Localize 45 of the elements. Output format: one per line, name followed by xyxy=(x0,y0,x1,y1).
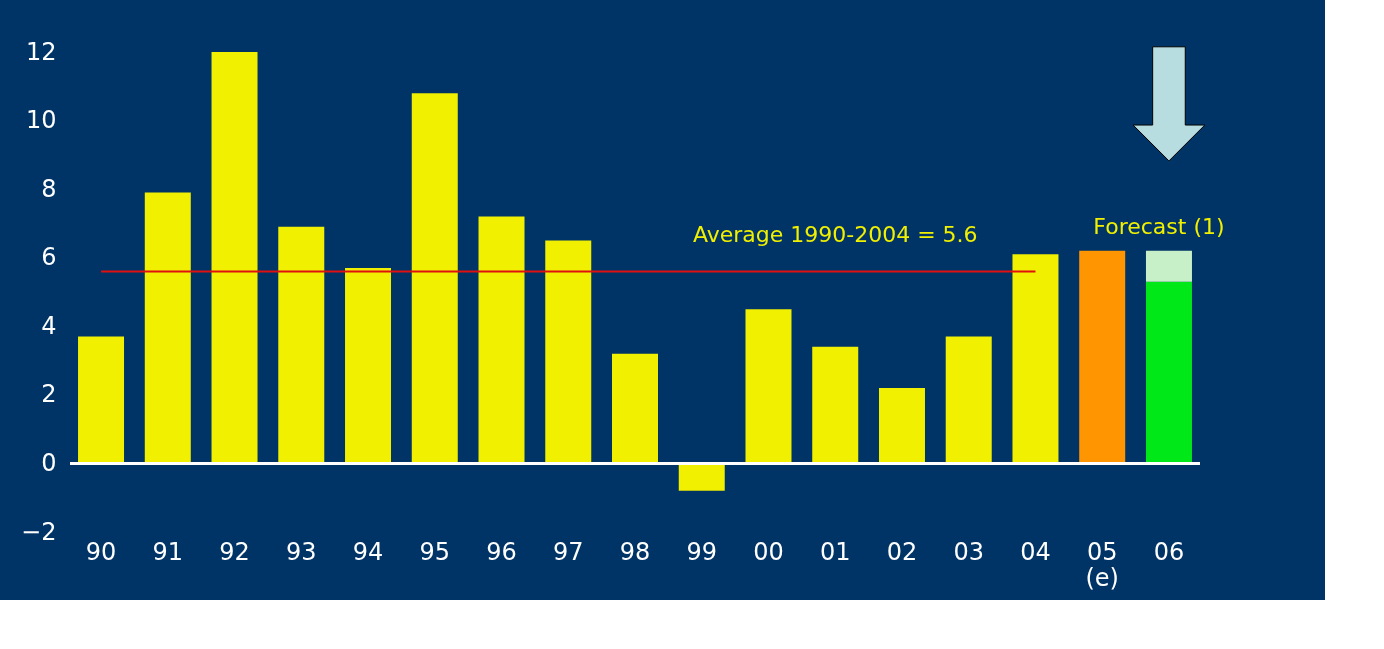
bar xyxy=(678,463,725,491)
bar xyxy=(278,226,325,464)
x-tick-label: 02 xyxy=(886,537,918,566)
ref-line-label: Average 1990-2004 = 5.6 xyxy=(692,222,978,248)
bar xyxy=(144,192,191,464)
y-tick-label: −2 xyxy=(21,517,57,546)
y-tick-label: 10 xyxy=(25,106,57,135)
bar xyxy=(945,336,992,464)
bar xyxy=(1145,281,1192,464)
x-tick-label: 05 (e) xyxy=(1085,537,1119,592)
bar xyxy=(545,240,592,464)
x-tick-label: 98 xyxy=(619,537,651,566)
x-tick-label: 04 xyxy=(1020,537,1051,566)
x-tick-label: 99 xyxy=(686,537,718,566)
bar xyxy=(878,388,925,464)
bar xyxy=(612,353,658,464)
bar xyxy=(78,336,125,464)
bar xyxy=(411,93,458,464)
x-tick-label: 90 xyxy=(85,537,117,566)
bar xyxy=(745,309,792,464)
x-tick-label: 00 xyxy=(753,537,784,566)
x-tick-label: 06 xyxy=(1153,537,1185,566)
bar xyxy=(812,346,859,464)
x-tick-label: 96 xyxy=(486,537,517,566)
bar xyxy=(1012,254,1059,464)
x-tick-label: 91 xyxy=(152,537,184,566)
bar xyxy=(478,216,525,464)
x-tick-label: 94 xyxy=(352,537,384,566)
x-tick-label: 95 xyxy=(419,537,451,566)
y-tick-label: 4 xyxy=(41,311,57,340)
bar xyxy=(1145,250,1192,282)
x-tick-label: 97 xyxy=(552,537,584,566)
x-tick-label: 92 xyxy=(219,537,250,566)
x-tick-label: 03 xyxy=(953,537,984,566)
bar xyxy=(1079,250,1126,464)
y-tick-label: 2 xyxy=(41,380,57,409)
y-tick-label: 0 xyxy=(41,448,57,477)
annotation: Forecast (1) xyxy=(1093,214,1225,239)
x-tick-label: 01 xyxy=(819,537,851,566)
y-tick-label: 8 xyxy=(41,174,57,203)
y-tick-label: 12 xyxy=(25,37,57,66)
bar xyxy=(345,268,392,464)
x-tick-label: 93 xyxy=(286,537,317,566)
y-tick-label: 6 xyxy=(41,243,57,272)
bar xyxy=(211,52,258,464)
